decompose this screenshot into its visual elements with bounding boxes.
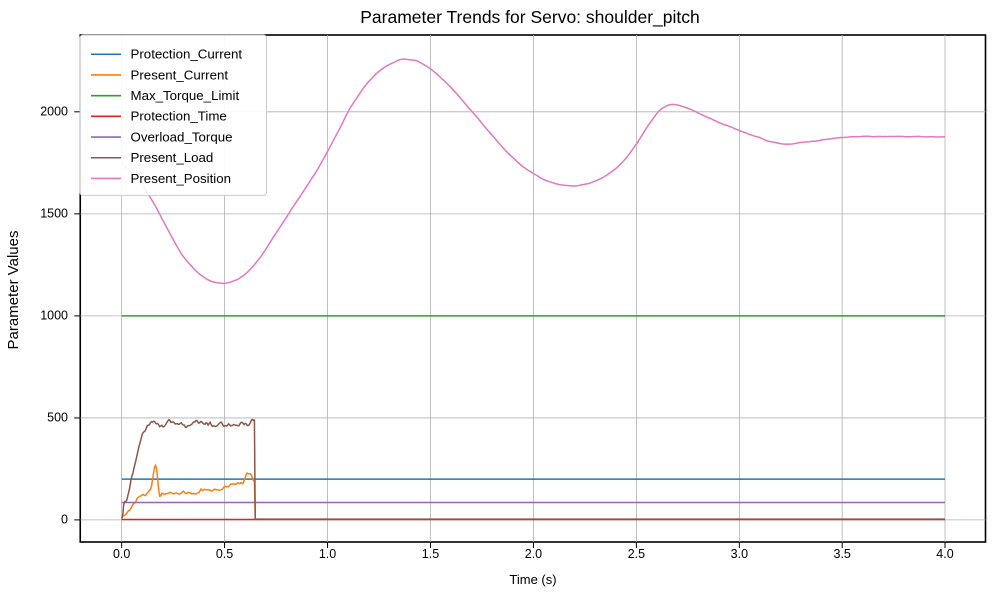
svg-text:Present_Current: Present_Current	[131, 67, 229, 82]
svg-text:Parameter Trends for Servo: sh: Parameter Trends for Servo: shoulder_pit…	[360, 7, 699, 28]
svg-text:0.5: 0.5	[216, 547, 233, 561]
svg-text:Present_Load: Present_Load	[131, 150, 214, 165]
svg-text:0.0: 0.0	[113, 547, 130, 561]
svg-text:0: 0	[61, 513, 68, 527]
svg-text:3.0: 3.0	[731, 547, 748, 561]
svg-text:Protection_Time: Protection_Time	[131, 109, 227, 124]
svg-text:1000: 1000	[40, 309, 68, 323]
svg-text:Present_Position: Present_Position	[131, 171, 232, 186]
svg-text:4.0: 4.0	[936, 547, 953, 561]
svg-text:500: 500	[47, 411, 68, 425]
svg-text:2000: 2000	[40, 105, 68, 119]
svg-text:1500: 1500	[40, 207, 68, 221]
svg-text:Time (s): Time (s)	[509, 572, 556, 587]
svg-text:Parameter Values: Parameter Values	[5, 231, 22, 350]
svg-text:Max_Torque_Limit: Max_Torque_Limit	[131, 88, 240, 103]
svg-text:Overload_Torque: Overload_Torque	[131, 129, 233, 144]
svg-text:2.5: 2.5	[628, 547, 645, 561]
svg-text:1.5: 1.5	[422, 547, 439, 561]
svg-text:Protection_Current: Protection_Current	[131, 47, 243, 62]
svg-text:3.5: 3.5	[834, 547, 851, 561]
svg-text:2.0: 2.0	[525, 547, 542, 561]
svg-text:1.0: 1.0	[319, 547, 336, 561]
